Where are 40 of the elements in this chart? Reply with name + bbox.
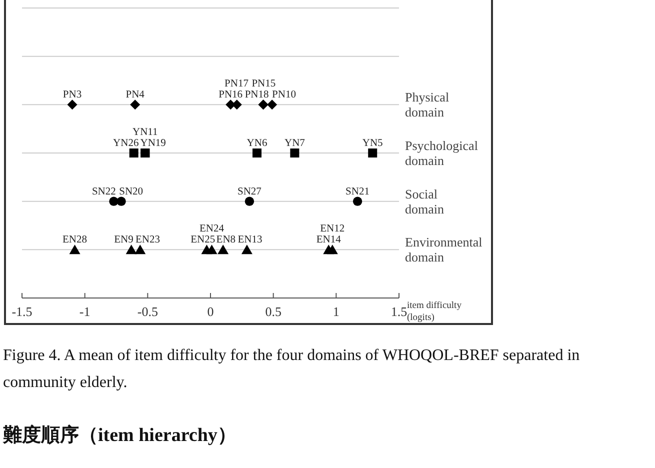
annotation: EN25 — [190, 234, 216, 246]
x-axis-title: item difficulty (logits) — [407, 301, 462, 323]
annotation: PN18 — [244, 90, 269, 101]
x-tick-label: -0.5 — [137, 304, 158, 319]
annotation: EN14 — [316, 234, 342, 246]
annotation: SN20 — [119, 186, 144, 198]
annotation: EN8 — [216, 234, 236, 246]
x-tick-label: 0 — [207, 304, 214, 319]
annotation: EN24 — [200, 224, 225, 235]
annotation: YN11 — [132, 127, 158, 138]
y-tick-label: Psychological domain — [405, 138, 478, 168]
x-tick-label: -1.5 — [12, 304, 32, 319]
annotation: YN6 — [246, 138, 268, 149]
x-tick-label: 0.5 — [265, 304, 282, 319]
annotation: PN4 — [126, 90, 146, 101]
y-tick-label: Social domain — [405, 186, 444, 216]
x-tick-label: -1 — [79, 304, 90, 319]
x-tick-label: 1.5 — [390, 304, 408, 319]
annotation: SN22 — [92, 186, 116, 198]
annotation: PN10 — [272, 90, 296, 101]
x-tick-label: 1 — [332, 304, 340, 319]
annotation: EN12 — [320, 224, 345, 235]
annotation: YN26 — [113, 138, 139, 149]
annotation: PN15 — [252, 78, 276, 90]
caption: Figure 4. A mean of item difficulty for the four domains of WHOQOL-BREF separated in community elderly. — [3, 346, 581, 393]
annotation: PN3 — [62, 90, 82, 101]
annotation: PN17 — [224, 78, 248, 90]
annotation: YN7 — [284, 138, 305, 149]
y-tick-label: Physical domain — [405, 90, 450, 120]
annotation: YN5 — [362, 138, 383, 149]
annotation: SN27 — [237, 186, 262, 198]
annotation: YN19 — [140, 138, 166, 149]
annotation: EN28 — [62, 234, 88, 246]
y-tick-label: Environmental domain — [405, 234, 483, 265]
annotation: SN21 — [346, 186, 370, 198]
text: 難度順序（item hierarchy） — [3, 424, 238, 448]
annotation: EN23 — [136, 234, 160, 246]
annotation: PN16 — [218, 90, 243, 101]
annotation: EN9 — [114, 234, 134, 246]
annotation: EN13 — [238, 234, 262, 246]
